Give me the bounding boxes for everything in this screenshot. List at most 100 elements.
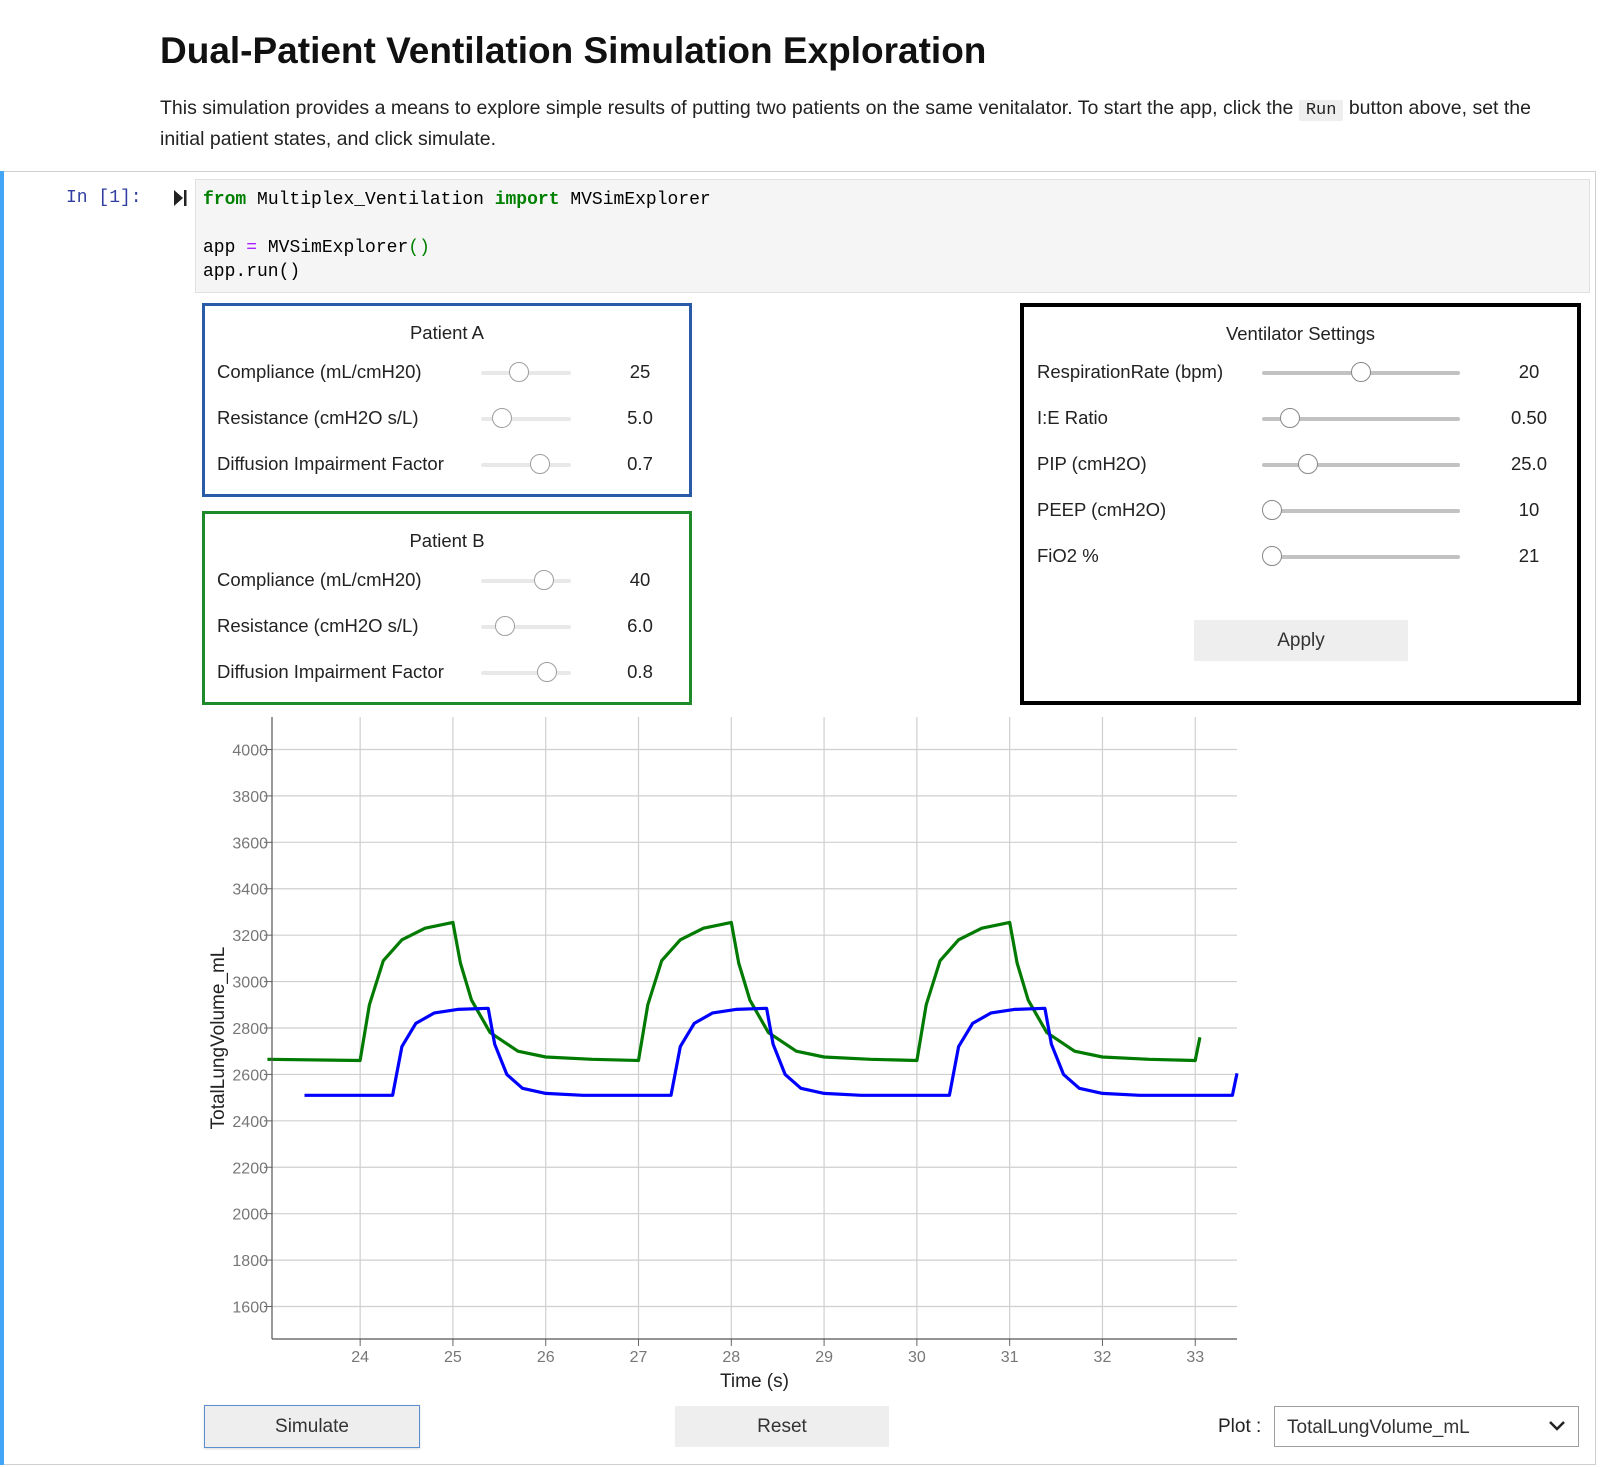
x-axis-title: Time (s) [720,1371,789,1392]
patient-a-resistance-slider[interactable] [481,408,571,428]
patient-a-panel: Patient A Compliance (mL/cmH20) 25 Resis… [202,303,692,497]
patient-b-compliance-label: Compliance (mL/cmH20) [217,569,422,590]
y-tick-label: 2200 [232,1160,268,1177]
fio2-value: 21 [1518,545,1540,566]
ie-ratio-value: 0.50 [1510,407,1547,428]
patient-b-title: Patient B [409,530,485,551]
patient-a-diffusion-value: 0.7 [627,453,653,474]
patient-b-diffusion-value: 0.8 [627,661,653,682]
code-import-keyword: import [494,190,560,210]
patient-a-diffusion-label: Diffusion Impairment Factor [217,453,444,474]
y-tick-label: 3600 [232,835,268,852]
description: This simulation provides a means to expl… [160,94,1560,154]
patient-a-compliance-label: Compliance (mL/cmH20) [217,361,422,382]
slider-thumb[interactable] [530,454,550,474]
x-tick-label: 30 [908,1349,926,1366]
x-tick-label: 27 [630,1349,648,1366]
y-axis-title: TotalLungVolume_mL [208,947,229,1130]
pip-label: PIP (cmH2O) [1037,453,1147,474]
peep-slider[interactable] [1262,500,1460,520]
code-assign: = [246,238,258,258]
patient-b-compliance-value: 40 [629,569,651,590]
slider-thumb[interactable] [1279,408,1300,428]
plot-label: Plot : [1218,1416,1262,1437]
chevron-down-icon [1549,1421,1565,1431]
slider-thumb[interactable] [1262,500,1282,520]
ie-ratio-label: I:E Ratio [1037,407,1108,428]
patient-b-resistance-label: Resistance (cmH2O s/L) [217,615,419,636]
slider-thumb[interactable] [537,662,557,682]
code-from-keyword: from [203,190,247,210]
slider-thumb[interactable] [1262,546,1282,566]
ie-ratio-slider[interactable] [1262,408,1460,428]
slider-thumb[interactable] [1297,454,1318,474]
page-title: Dual-Patient Ventilation Simulation Expl… [160,30,987,71]
ventilator-settings-panel: Ventilator Settings RespirationRate (bpm… [1020,303,1581,705]
x-tick-label: 26 [537,1349,555,1366]
ventilator-title: Ventilator Settings [1225,323,1376,344]
patient-b-compliance-slider[interactable] [481,570,571,590]
y-tick-label: 2000 [232,1207,268,1224]
x-tick-label: 33 [1186,1349,1204,1366]
y-tick-label: 1800 [232,1253,268,1270]
respiration-rate-label: RespirationRate (bpm) [1037,361,1224,382]
x-tick-label: 24 [351,1349,369,1366]
x-tick-label: 29 [815,1349,833,1366]
y-tick-label: 3200 [232,928,268,945]
fio2-slider[interactable] [1262,546,1460,566]
y-tick-label: 3000 [232,975,268,992]
run-cell-icon[interactable] [172,188,188,208]
cell-prompt: In [1]: [66,188,142,208]
y-tick-label: 3800 [232,789,268,806]
apply-button[interactable]: Apply [1194,620,1408,661]
run-code-snippet: Run [1298,100,1344,121]
peep-value: 10 [1518,499,1540,520]
y-tick-label: 4000 [232,742,268,759]
patient-a-compliance-value: 25 [629,361,651,382]
patient-b-resistance-value: 6.0 [627,615,653,636]
patient-b-resistance-slider[interactable] [481,616,571,636]
respiration-rate-value: 20 [1518,361,1540,382]
patient-a-resistance-value: 5.0 [627,407,653,428]
slider-thumb[interactable] [491,408,512,428]
patient-a-resistance-label: Resistance (cmH2O s/L) [217,407,419,428]
simulate-button[interactable]: Simulate [204,1405,420,1448]
lung-volume-chart: 1600 1800 2000 2200 2400 2600 2800 3000 3200 3400… [208,717,1239,1392]
fio2-label: FiO2 % [1037,545,1099,566]
code-module: Multiplex_Ventilation [257,190,484,210]
y-tick-label: 2400 [232,1114,268,1131]
patient-b-diffusion-label: Diffusion Impairment Factor [217,661,444,682]
pip-value: 25.0 [1510,453,1547,474]
slider-thumb[interactable] [1351,362,1371,382]
plot-select-value: TotalLungVolume_mL [1287,1417,1470,1438]
x-tick-label: 25 [444,1349,462,1366]
patient-a-compliance-slider[interactable] [481,362,571,382]
y-tick-label: 3400 [232,882,268,899]
code-class: MVSimExplorer [570,190,711,210]
slider-thumb[interactable] [534,570,555,590]
x-tick-label: 32 [1094,1349,1112,1366]
y-tick-label: 2800 [232,1021,268,1038]
code-run-line: app.run() [203,262,301,282]
series-line-1 [304,1006,1239,1097]
patient-a-diffusion-slider[interactable] [481,454,571,474]
code-var: app [203,238,236,258]
x-tick-label: 28 [722,1349,740,1366]
code-call: MVSimExplorer [267,238,409,258]
code-editor[interactable]: from Multiplex_Ventilation import MVSimE… [195,179,1590,293]
cell-selection-bar [0,171,4,1465]
slider-thumb[interactable] [509,362,529,382]
description-text-end: button above, set the initial patient st… [160,97,1531,150]
description-text-start: This simulation provides a means to expl… [160,97,1299,119]
y-tick-label: 1600 [232,1300,268,1317]
respiration-rate-slider[interactable] [1262,362,1460,382]
patient-a-title: Patient A [409,322,485,343]
plot-select[interactable]: TotalLungVolume_mL [1274,1406,1579,1447]
code-parens: () [408,238,430,258]
peep-label: PEEP (cmH2O) [1037,499,1167,520]
pip-slider[interactable] [1262,454,1460,474]
slider-thumb[interactable] [495,616,515,636]
patient-b-diffusion-slider[interactable] [481,662,571,682]
patient-b-panel: Patient B Compliance (mL/cmH20) 40 Resis… [202,511,692,705]
reset-button[interactable]: Reset [675,1406,889,1447]
